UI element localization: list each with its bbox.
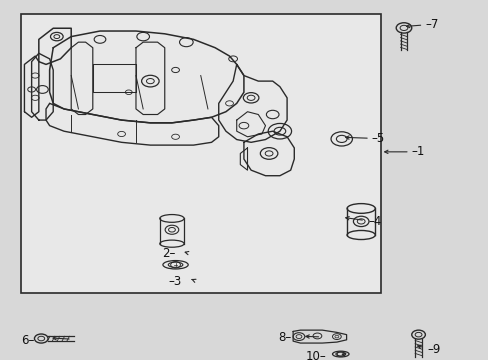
Text: 2–: 2–	[162, 247, 175, 260]
Text: 10–: 10–	[305, 350, 325, 360]
Text: 8–: 8–	[277, 331, 290, 344]
Text: 6–: 6–	[21, 334, 34, 347]
Text: –4: –4	[367, 215, 381, 228]
Text: –9: –9	[427, 343, 440, 356]
Text: –5: –5	[371, 132, 385, 145]
Text: –1: –1	[410, 145, 424, 158]
Text: –7: –7	[425, 18, 438, 31]
FancyBboxPatch shape	[21, 14, 380, 293]
Text: –3: –3	[168, 275, 181, 288]
